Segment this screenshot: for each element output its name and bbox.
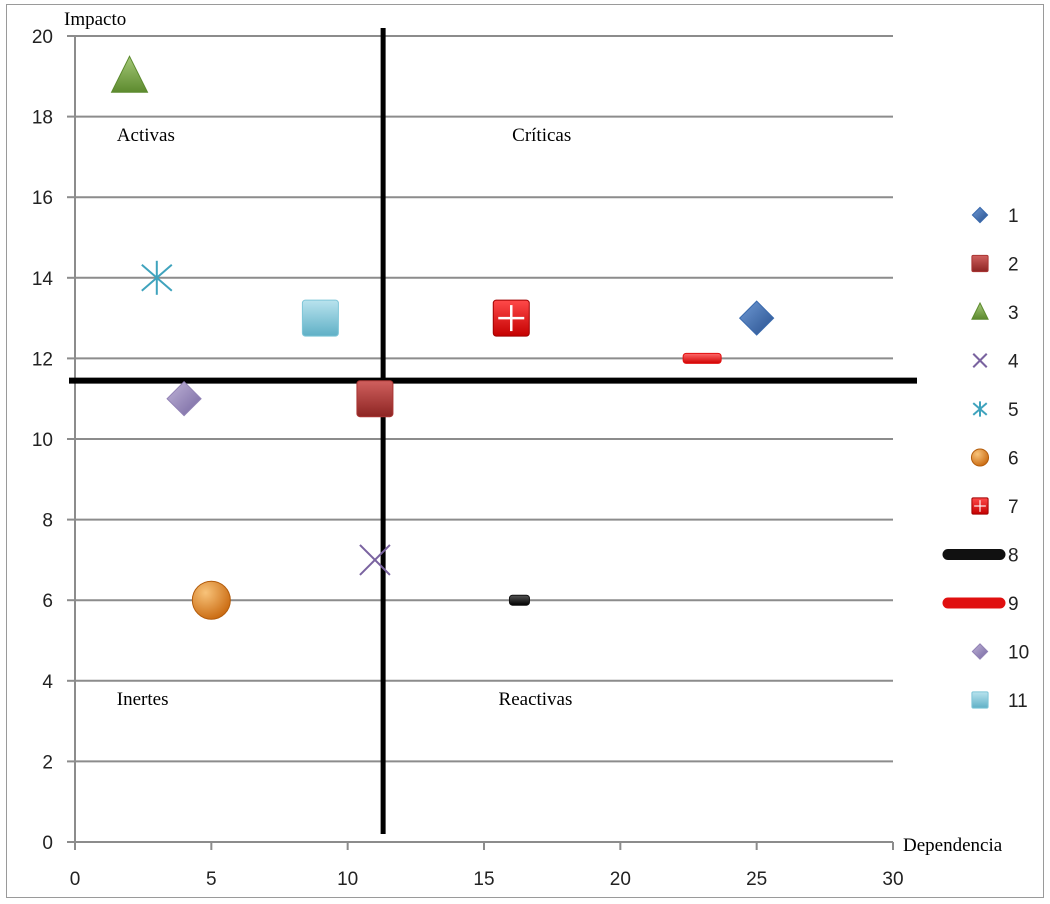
point-series-2-0 — [356, 380, 394, 418]
legend-item-7: 7 — [971, 497, 1019, 518]
circle-shape — [191, 580, 231, 620]
x-tick-label-0: 0 — [70, 869, 81, 890]
quadrant-labels: Activas Críticas Inertes Reactivas — [117, 125, 573, 710]
legend-marker — [971, 254, 989, 273]
y-tick-label-14: 14 — [32, 269, 54, 290]
point-series-3-0 — [110, 55, 149, 93]
point-series-5-0 — [141, 260, 173, 295]
legend-label: 1 — [1008, 206, 1019, 227]
legend-label: 11 — [1008, 691, 1028, 712]
diamond-shape — [971, 643, 989, 660]
y-axis-title: Impacto — [64, 9, 126, 30]
quadrant-dividers — [69, 28, 917, 834]
x-tick-label-30: 30 — [882, 869, 903, 890]
point-series-10-0 — [166, 380, 202, 417]
legend-marker — [972, 353, 988, 368]
y-tick-label-12: 12 — [32, 349, 53, 370]
legend-line-swatch — [942, 549, 1006, 560]
point-series-8-0 — [508, 594, 530, 606]
legend-label: 9 — [1008, 594, 1019, 615]
legend-label: 7 — [1008, 497, 1019, 518]
square-shape — [301, 299, 339, 337]
legend-label: 5 — [1008, 400, 1019, 421]
y-tick-label-0: 0 — [42, 833, 53, 854]
y-tick-label-6: 6 — [42, 591, 53, 612]
point-series-9-0 — [682, 352, 722, 364]
legend-marker — [971, 206, 989, 224]
legend-item-5: 5 — [972, 400, 1019, 421]
legend-marker — [971, 643, 989, 660]
legend-marker — [970, 448, 990, 467]
x-axis-title: Dependencia — [903, 835, 1003, 856]
legend-label: 10 — [1008, 643, 1029, 664]
legend-marker — [971, 497, 989, 515]
legend-label: 2 — [1008, 255, 1019, 276]
legend-item-8: 8 — [942, 546, 1019, 567]
circle-shape — [970, 448, 990, 467]
quadrant-label-críticas: Críticas — [512, 125, 571, 146]
legend-marker — [972, 401, 988, 417]
y-tick-label-8: 8 — [42, 511, 53, 532]
x-tick-label-20: 20 — [610, 869, 631, 890]
quadrant-label-reactivas: Reactivas — [499, 689, 573, 710]
x-tick-label-15: 15 — [473, 869, 494, 890]
axes: 0 2 4 6 8 10 12 14 16 18 20 0 5 10 15 20 25 30 — [32, 27, 904, 890]
point-series-4-0 — [359, 544, 391, 576]
legend-item-9: 9 — [942, 594, 1019, 615]
y-tick-label-10: 10 — [32, 430, 53, 451]
legend-item-2: 2 — [971, 254, 1019, 276]
triangle-shape — [971, 301, 989, 320]
x-stroke-b — [972, 353, 988, 368]
data-points — [110, 55, 775, 620]
star-stroke-b — [141, 264, 173, 292]
point-series-7-0 — [492, 299, 530, 337]
point-series-6-0 — [191, 580, 231, 620]
diamond-shape — [738, 300, 775, 336]
legend-label: 8 — [1008, 546, 1019, 567]
triangle-shape — [110, 55, 149, 93]
x-tick-label-10: 10 — [337, 869, 358, 890]
diamond-shape — [166, 380, 202, 417]
diamond-shape — [971, 206, 989, 224]
legend: 1 2 3 4 5 6 7 8 9 10 11 — [942, 206, 1029, 712]
legend-label: 3 — [1008, 303, 1019, 324]
legend-item-10: 10 — [971, 643, 1029, 664]
dash-shape — [508, 594, 530, 606]
y-tick-label-20: 20 — [32, 27, 53, 48]
x-tick-label-25: 25 — [746, 869, 767, 890]
legend-label: 4 — [1008, 352, 1019, 373]
chart-frame — [6, 4, 1044, 898]
y-tick-label-16: 16 — [32, 188, 53, 209]
square-shape — [971, 254, 989, 273]
point-series-1-0 — [738, 300, 775, 336]
y-tick-label-4: 4 — [42, 672, 53, 693]
star-stroke-b — [972, 402, 988, 416]
quadrant-label-inertes: Inertes — [117, 689, 169, 710]
dash-shape — [682, 352, 722, 364]
legend-line-swatch — [942, 597, 1006, 609]
x-stroke-b — [359, 544, 391, 576]
x-tick-label-5: 5 — [206, 869, 217, 890]
legend-marker — [971, 301, 989, 320]
y-tick-label-18: 18 — [32, 108, 53, 129]
quadrant-label-activas: Activas — [117, 125, 175, 146]
legend-item-11: 11 — [971, 691, 1028, 712]
square-shape — [356, 380, 394, 418]
gridlines — [75, 35, 893, 763]
y-tick-label-2: 2 — [42, 752, 53, 773]
legend-label: 6 — [1008, 449, 1019, 470]
point-series-11-0 — [301, 299, 339, 337]
legend-item-1: 1 — [971, 206, 1019, 227]
square-shape — [971, 691, 989, 709]
legend-marker — [971, 691, 989, 709]
legend-item-3: 3 — [971, 301, 1019, 324]
legend-item-4: 4 — [972, 352, 1019, 373]
legend-item-6: 6 — [970, 448, 1019, 470]
